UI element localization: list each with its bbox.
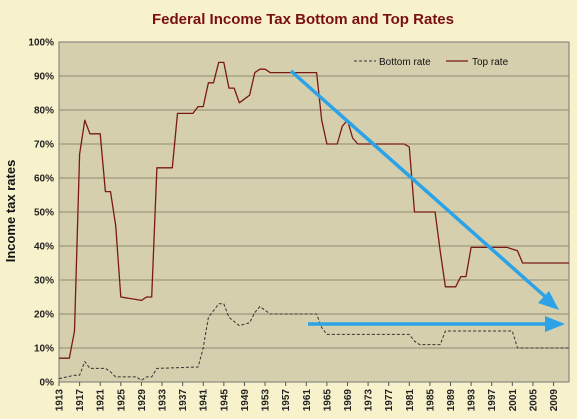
x-tick-label: 1945 [219, 389, 230, 412]
series-layer [58, 61, 569, 381]
y-tick-label: 20% [34, 310, 54, 321]
y-tick-label: 70% [34, 140, 54, 151]
y-tick-label: 80% [34, 106, 54, 117]
series-line-top-rate [59, 61, 569, 359]
x-tick-label: 1997 [487, 389, 498, 412]
trend-arrows [289, 69, 565, 332]
downward-trend-arrow [289, 69, 551, 302]
legend-label-top-rate: Top rate [472, 57, 509, 68]
y-axis-label: Income tax rates [3, 160, 18, 263]
grid-lines [59, 75, 569, 349]
x-tick-label: 1969 [343, 389, 354, 412]
y-tick-label: 50% [34, 208, 54, 219]
x-tick-label: 1981 [405, 389, 416, 412]
x-tick-label: 1985 [425, 389, 436, 412]
x-tick-label: 1953 [261, 389, 272, 412]
y-tick-label: 90% [34, 72, 54, 83]
downward-trend-arrowhead [538, 291, 559, 310]
x-tick-label: 2005 [528, 389, 539, 412]
x-tick-label: 1913 [55, 389, 66, 412]
x-tick-label: 2001 [508, 389, 519, 412]
legend: Bottom rate Top rate [354, 57, 509, 68]
x-tick-label: 1977 [384, 389, 395, 412]
y-tick-label: 30% [34, 276, 54, 287]
flat-trend-arrowhead [545, 316, 565, 332]
chart-title: Federal Income Tax Bottom and Top Rates [152, 11, 454, 28]
series-line-bottom-rate [58, 303, 569, 381]
x-tick-label: 2009 [549, 389, 560, 412]
x-tick-label: 1941 [199, 389, 210, 412]
x-tick-label: 1933 [158, 389, 169, 412]
x-tick-label: 1949 [240, 389, 251, 412]
y-tick-label: 10% [34, 344, 54, 355]
x-tick-label: 1937 [178, 389, 189, 412]
y-tick-label: 60% [34, 174, 54, 185]
x-tick-label: 1961 [302, 389, 313, 412]
x-tick-label: 1993 [467, 389, 478, 412]
legend-label-bottom-rate: Bottom rate [379, 57, 431, 68]
x-tick-label: 1929 [137, 389, 148, 412]
y-tick-label: 40% [34, 242, 54, 253]
x-tick-label: 1989 [446, 389, 457, 412]
y-tick-label: 100% [28, 38, 54, 49]
x-tick-label: 1965 [322, 389, 333, 412]
x-tick-label: 1921 [96, 389, 107, 412]
x-tick-label: 1957 [281, 389, 292, 412]
x-tick-label: 1917 [75, 389, 86, 412]
x-axis: 1913 1917 1921 1925 1929 1933 1937 1941 1945 1949… [55, 382, 560, 412]
x-tick-label: 1973 [364, 389, 375, 412]
y-tick-label: 0% [40, 378, 55, 389]
x-tick-label: 1925 [116, 389, 127, 412]
y-axis: 0% 10% 20% 30% 40% 50% 60% 70% 80% 90% 100% [28, 38, 54, 389]
